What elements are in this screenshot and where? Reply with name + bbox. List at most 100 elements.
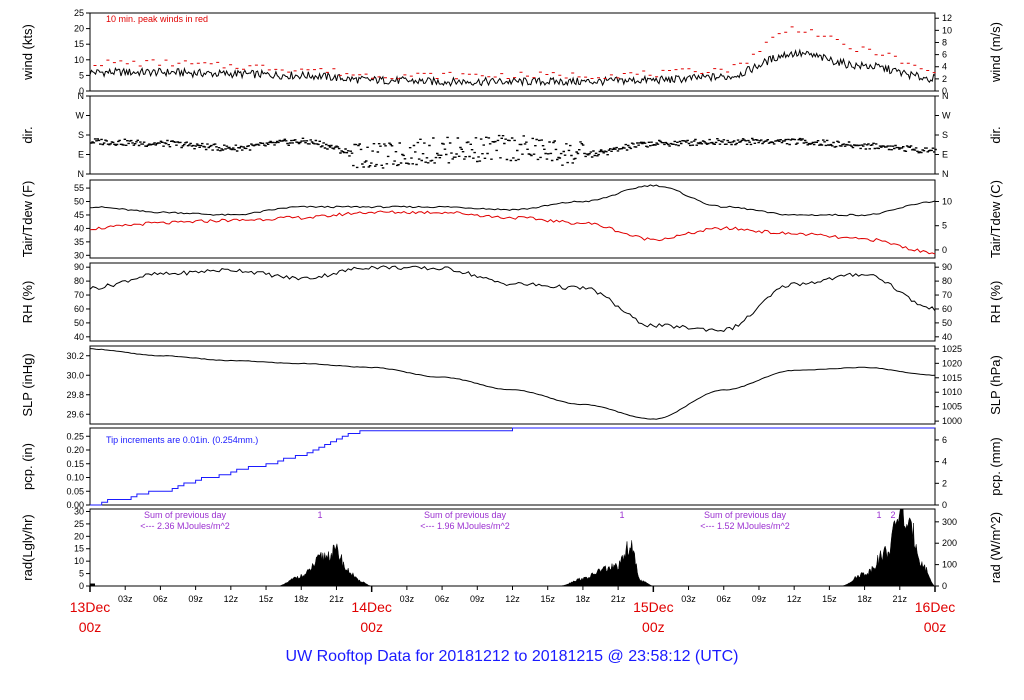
ytick-label-left-slp: 29.6 xyxy=(66,409,84,419)
day-label-date-3: 15Dec xyxy=(633,599,673,615)
ylabel-left-dir: dir. xyxy=(20,126,35,143)
ylabel-left-pcp: pcp. (in) xyxy=(20,443,35,490)
radiation-sum-label-3: Sum of previous day xyxy=(704,510,787,520)
x-tick-label: 15z xyxy=(822,594,837,604)
ytick-label-left-rad: 10 xyxy=(74,556,84,566)
ytick-label-right-wind: 4 xyxy=(942,62,947,72)
radiation-start-blip xyxy=(90,583,95,586)
ytick-label-right-temp: 5 xyxy=(942,221,947,231)
radiation-marker-4: 2 xyxy=(890,510,895,520)
ytick-label-right-rh: 50 xyxy=(942,318,952,328)
ytick-label-right-temp: 10 xyxy=(942,196,952,206)
x-tick-label: 18z xyxy=(857,594,872,604)
ytick-label-right-dir: N xyxy=(942,169,949,179)
meteogram-chart: wind (kts) wind (m/s)05101520250246810121… xyxy=(20,8,1003,635)
ytick-label-right-rad: 200 xyxy=(942,538,957,548)
ytick-label-left-rad: 20 xyxy=(74,531,84,541)
day-label-hour-4: 00z xyxy=(924,619,947,635)
ytick-label-left-rad: 30 xyxy=(74,506,84,516)
x-tick-label: 21z xyxy=(611,594,626,604)
ytick-label-left-rad: 25 xyxy=(74,519,84,529)
ytick-label-right-wind: 12 xyxy=(942,13,952,23)
x-tick-label: 06z xyxy=(716,594,731,604)
footer-title: UW Rooftop Data for 20181212 to 20181215… xyxy=(285,648,739,665)
radiation-sum-label-1: Sum of previous day xyxy=(144,510,227,520)
day-label-hour-2: 00z xyxy=(360,619,383,635)
ytick-label-right-dir: S xyxy=(942,130,948,140)
ytick-label-left-wind: 15 xyxy=(74,39,84,49)
relative-humidity-line xyxy=(89,265,936,332)
ytick-label-right-slp: 1005 xyxy=(942,402,962,412)
ytick-label-left-pcp: 0.05 xyxy=(66,486,84,496)
x-tick-label: 06z xyxy=(153,594,168,604)
ytick-label-left-slp: 30.2 xyxy=(66,351,84,361)
wind-direction-marks xyxy=(90,134,937,169)
ytick-label-left-dir: N xyxy=(78,169,85,179)
ytick-label-right-dir: N xyxy=(942,91,949,101)
ytick-label-right-pcp: 4 xyxy=(942,457,947,467)
ytick-label-left-wind: 0 xyxy=(79,86,84,96)
ytick-label-left-rad: 15 xyxy=(74,544,84,554)
radiation-sum-value-1: <--- 2.36 MJoules/m^2 xyxy=(140,521,230,531)
ylabel-right-slp: SLP (hPa) xyxy=(988,355,1003,415)
wind-annotation: 10 min. peak winds in red xyxy=(106,14,208,24)
dewpoint-line xyxy=(89,210,936,255)
ytick-label-left-pcp: 0.15 xyxy=(66,459,84,469)
ytick-label-left-dir: S xyxy=(78,130,84,140)
radiation-sum-label-2: Sum of previous day xyxy=(424,510,507,520)
ytick-label-left-pcp: 0.10 xyxy=(66,473,84,483)
ytick-label-right-wind: 2 xyxy=(942,74,947,84)
ytick-label-left-temp: 50 xyxy=(74,197,84,207)
ytick-label-left-rh: 40 xyxy=(74,332,84,342)
ytick-label-left-temp: 45 xyxy=(74,210,84,220)
x-tick-label: 12z xyxy=(787,594,802,604)
ytick-label-right-temp: 0 xyxy=(942,245,947,255)
ytick-label-left-rh: 70 xyxy=(74,290,84,300)
ytick-label-left-dir: N xyxy=(78,91,85,101)
ytick-label-right-pcp: 0 xyxy=(942,500,947,510)
panel-frame-dir xyxy=(89,95,936,175)
x-tick-label: 09z xyxy=(188,594,203,604)
ytick-label-right-rh: 40 xyxy=(942,332,952,342)
ylabel-left-temp: Tair/Tdew (F) xyxy=(20,181,35,258)
x-tick-label: 21z xyxy=(329,594,344,604)
ytick-label-right-wind: 10 xyxy=(942,25,952,35)
radiation-area-day-2 xyxy=(559,540,654,587)
x-tick-label: 09z xyxy=(470,594,485,604)
x-tick-label: 03z xyxy=(118,594,133,604)
air-temperature-line xyxy=(89,184,936,217)
ytick-label-right-rh: 90 xyxy=(942,262,952,272)
ytick-label-right-slp: 1020 xyxy=(942,358,962,368)
day-label-date-4: 16Dec xyxy=(915,599,955,615)
x-tick-label: 03z xyxy=(681,594,696,604)
ytick-label-right-rh: 70 xyxy=(942,290,952,300)
ytick-label-right-pcp: 6 xyxy=(942,435,947,445)
x-tick-label: 06z xyxy=(435,594,450,604)
panel-frame-rh xyxy=(89,262,936,342)
sea-level-pressure-line xyxy=(89,348,936,420)
precipitation-line xyxy=(90,427,935,506)
ytick-label-left-rh: 50 xyxy=(74,318,84,328)
day-label-date-1: 13Dec xyxy=(70,599,110,615)
day-label-hour-1: 00z xyxy=(79,619,102,635)
ytick-label-left-dir: E xyxy=(78,150,84,160)
ylabel-left-slp: SLP (inHg) xyxy=(20,353,35,416)
ylabel-right-temp: Tair/Tdew (C) xyxy=(988,180,1003,258)
x-tick-label: 12z xyxy=(505,594,520,604)
precipitation-annotation: Tip increments are 0.01in. (0.254mm.) xyxy=(106,435,258,445)
ytick-label-right-slp: 1015 xyxy=(942,373,962,383)
ytick-label-left-wind: 20 xyxy=(74,24,84,34)
ytick-label-left-wind: 25 xyxy=(74,8,84,18)
ylabel-right-pcp: pcp. (mm) xyxy=(988,437,1003,496)
ylabel-left-rad: rad(Lgly/hr) xyxy=(20,514,35,580)
radiation-marker-2: 1 xyxy=(619,510,624,520)
ytick-label-right-rh: 80 xyxy=(942,276,952,286)
ytick-label-right-rh: 60 xyxy=(942,304,952,314)
ytick-label-right-rad: 300 xyxy=(942,517,957,527)
ylabel-left-wind: wind (kts) xyxy=(20,24,35,81)
day-label-hour-3: 00z xyxy=(642,619,665,635)
ylabel-left-rh: RH (%) xyxy=(20,281,35,324)
day-label-date-2: 14Dec xyxy=(351,599,391,615)
x-tick-label: 03z xyxy=(400,594,415,604)
